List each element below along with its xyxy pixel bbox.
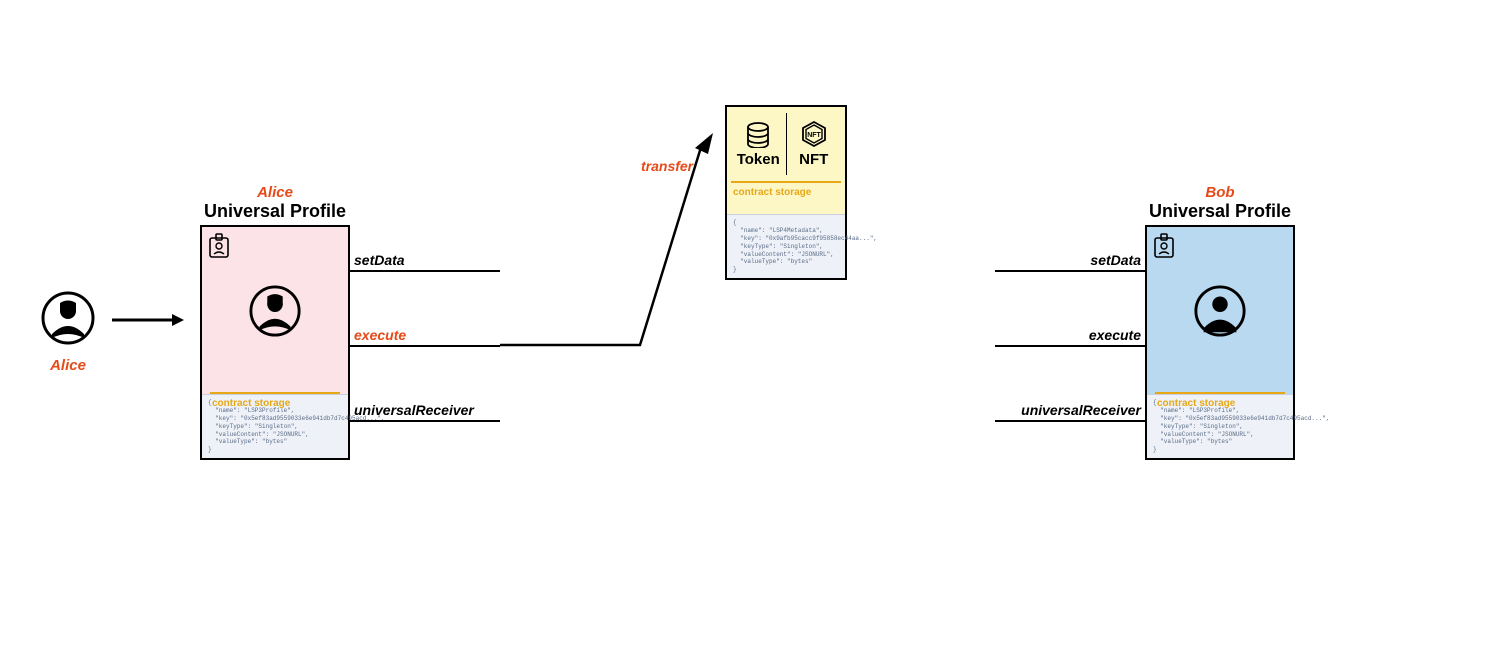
- id-badge-icon-bob: [1153, 233, 1175, 264]
- alice-setdata-label: setData: [354, 252, 405, 268]
- alice-method-universalreceiver: universalReceiver: [350, 420, 500, 422]
- diagram-canvas: Alice Alice Universal Profile: [0, 0, 1489, 671]
- alice-universalreceiver-label: universalReceiver: [354, 402, 474, 418]
- bob-method-universalreceiver: universalReceiver: [995, 420, 1145, 422]
- alice-method-execute: execute: [350, 345, 500, 347]
- bob-method-setdata: setData: [995, 270, 1145, 272]
- alice-method-setdata: setData: [350, 270, 500, 272]
- asset-card: Token NFT NFT contract storage { "name":…: [725, 105, 847, 280]
- nft-label: NFT: [799, 151, 828, 168]
- actor-alice-avatar: [40, 290, 96, 346]
- coins-icon: [745, 120, 771, 148]
- transfer-label: transfer: [641, 158, 693, 174]
- alice-card-title-block: Alice Universal Profile: [160, 184, 390, 222]
- actor-alice-label: Alice: [40, 357, 96, 374]
- actor-alice: Alice: [40, 290, 96, 374]
- alice-card: contract storage { "name": "LSP3Profile"…: [200, 225, 350, 460]
- bob-setdata-label: setData: [1090, 252, 1141, 268]
- bob-storage-label: contract storage: [1157, 398, 1285, 409]
- token-label: Token: [737, 151, 780, 168]
- arrow-actor-to-alice: [108, 310, 188, 330]
- svg-text:NFT: NFT: [807, 132, 821, 139]
- alice-card-name: Alice: [160, 184, 390, 201]
- id-badge-icon: [208, 233, 230, 264]
- bob-universalreceiver-label: universalReceiver: [1021, 402, 1141, 418]
- asset-code: { "name": "LSP4Metadata", "key": "0x9afb…: [733, 219, 839, 274]
- bob-card: contract storage { "name": "LSP3Profile"…: [1145, 225, 1295, 460]
- alice-storage-label: contract storage: [212, 398, 340, 409]
- bob-card-title-block: Bob Universal Profile: [1105, 184, 1335, 222]
- arrow-execute-to-asset: [500, 130, 730, 350]
- bob-method-execute: execute: [995, 345, 1145, 347]
- asset-storage-label: contract storage: [733, 187, 841, 198]
- alice-execute-label: execute: [354, 327, 406, 343]
- bob-execute-label: execute: [1089, 327, 1141, 343]
- nft-icon: NFT: [800, 120, 828, 148]
- alice-card-title: Universal Profile: [160, 201, 390, 222]
- bob-card-title: Universal Profile: [1105, 201, 1335, 222]
- bob-card-name: Bob: [1105, 184, 1335, 201]
